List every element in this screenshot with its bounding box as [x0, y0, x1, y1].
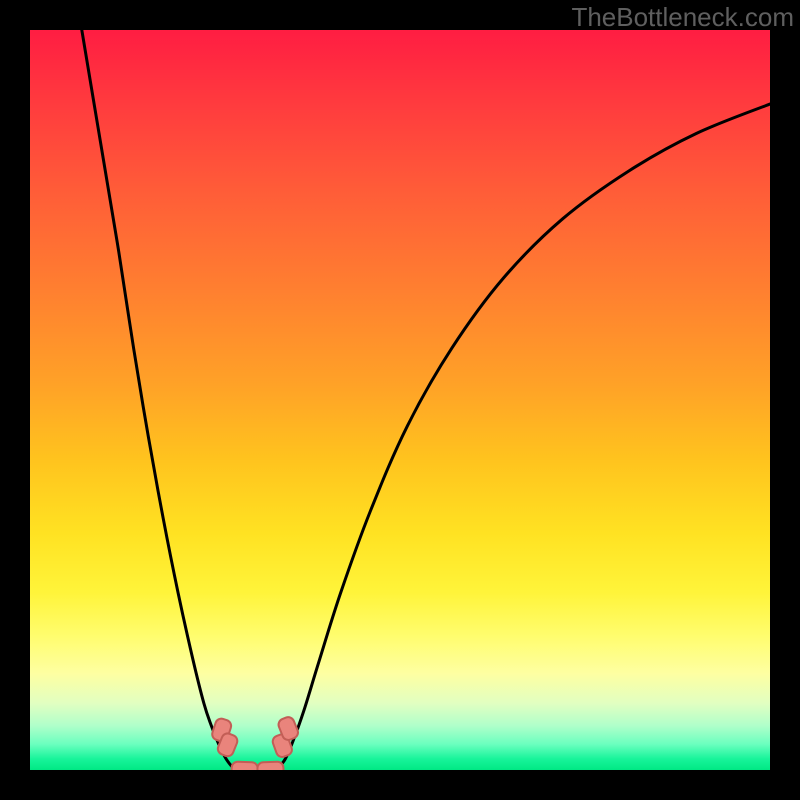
curve-marker	[257, 762, 284, 770]
curve-marker	[231, 762, 258, 770]
curve-right	[278, 104, 770, 769]
watermark-text: TheBottleneck.com	[571, 0, 800, 33]
curve-left	[82, 30, 234, 769]
curve-layer	[30, 30, 770, 770]
plot-area	[30, 30, 770, 770]
